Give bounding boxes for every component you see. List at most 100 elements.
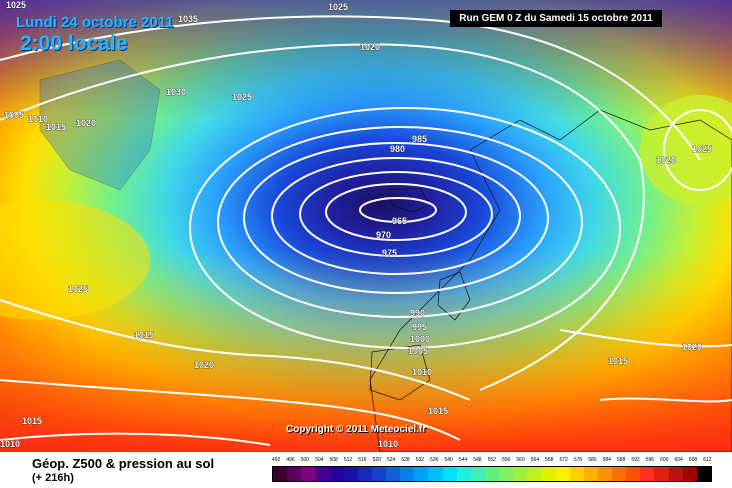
isobar-label: 1020 (656, 155, 676, 165)
scale-value-label: 532 (415, 457, 425, 463)
forecast-time: 2:00 locale (20, 32, 128, 55)
isobar-label: 1015 (46, 122, 66, 132)
scale-color-swatch (400, 467, 415, 481)
scale-value-label: 516 (358, 457, 367, 463)
scale-value-label: 504 (315, 457, 324, 463)
scale-color-swatch (484, 467, 499, 481)
isobar-label: 1015 (428, 406, 448, 416)
map-canvas: 1025 1035 1025 1020 1030 1025 1005 1010 … (0, 0, 732, 452)
isobar-label: 1020 (76, 118, 96, 128)
isobar-label: 1000 (410, 334, 430, 344)
iberia-outline (369, 344, 431, 401)
isobar-label: 1010 (0, 439, 20, 449)
isobar-label: 975 (382, 248, 397, 258)
scale-value-label: 576 (573, 457, 583, 463)
scale-color-swatch (569, 467, 584, 481)
isobar-label: 1015 (608, 356, 628, 366)
copyright-text: Copyright © 2011 Meteociel.fr (286, 424, 427, 435)
model-run-info: Run GEM 0 Z du Samedi 15 octobre 2011 (450, 10, 662, 27)
scale-value-label: 568 (545, 457, 554, 463)
scale-color-swatch (555, 467, 570, 481)
scale-value-label: 548 (473, 457, 482, 463)
weather-map: 1025 1035 1025 1020 1030 1025 1005 1010 … (0, 0, 732, 452)
isobar-label: 970 (376, 230, 391, 240)
scale-color-swatch (456, 467, 471, 481)
scale-color-swatch (668, 467, 683, 481)
scale-value-label: 512 (343, 457, 353, 463)
isobar-label: 1015 (22, 416, 42, 426)
scale-color-swatch (612, 467, 627, 481)
scale-color-swatch (541, 467, 556, 481)
isobar-label: 1005 (408, 346, 428, 356)
east-ridge-field (640, 95, 732, 205)
scale-color-swatch (640, 467, 655, 481)
scale-value-label: 524 (387, 457, 396, 463)
low-center-label: 965 (392, 216, 407, 226)
isobar-label: 1010 (412, 367, 432, 377)
legend-title: Géop. Z500 & pression au sol (32, 456, 215, 471)
scale-color-swatch (273, 467, 288, 481)
scale-color-swatch (287, 467, 302, 481)
west-ridge-field (0, 200, 150, 320)
isobar-label: 1025 (692, 144, 712, 154)
isobar-label: 1025 (68, 284, 88, 294)
scale-color-swatch (597, 467, 612, 481)
scale-value-label: 496 (286, 457, 295, 463)
scale-value-label: 520 (372, 457, 381, 463)
scale-color-swatch (626, 467, 641, 481)
isobars (0, 15, 732, 446)
scale-color-swatch (329, 467, 344, 481)
isobar-label: 1025 (6, 0, 26, 10)
scale-color-swatch (696, 467, 711, 481)
scale-value-label: 592 (631, 457, 640, 463)
isobar-label: 1030 (166, 87, 186, 97)
scale-value-label: 564 (530, 457, 540, 463)
scale-value-label: 500 (300, 457, 310, 463)
isobar-label: 985 (412, 134, 427, 144)
isobar-label: 1025 (328, 2, 348, 12)
scale-value-label: 556 (502, 457, 511, 463)
scale-value-label: 544 (458, 457, 468, 463)
isobar-label: 1015 (134, 330, 154, 340)
scale-value-label: 604 (674, 457, 683, 463)
isobar-label: 1035 (178, 14, 198, 24)
scale-color-swatch (428, 467, 443, 481)
scale-value-label: 596 (645, 457, 655, 463)
scale-color-swatch (371, 467, 386, 481)
scale-color-swatch (470, 467, 485, 481)
isobar-label: 1020 (194, 360, 214, 370)
scale-value-label: 580 (588, 457, 597, 463)
scale-color-swatch (357, 467, 372, 481)
scale-color-swatch (654, 467, 669, 481)
isobar-labels: 1025 1035 1025 1020 1030 1025 1005 1010 … (0, 0, 712, 449)
scale-color-swatch (315, 467, 330, 481)
scale-value-label: 508 (329, 457, 338, 463)
forecast-hour: (+ 216h) (32, 472, 74, 484)
color-scale-bar (272, 466, 712, 482)
scale-value-label: 552 (487, 457, 496, 463)
isobar-label: 1020 (360, 42, 380, 52)
scale-color-swatch (414, 467, 429, 481)
scale-value-label: 560 (516, 457, 525, 463)
scale-color-swatch (583, 467, 598, 481)
scale-value-label: 528 (401, 457, 410, 463)
forecast-date: Lundi 24 octobre 2011 (16, 14, 174, 31)
scale-value-label: 588 (617, 457, 626, 463)
isobar-label: 1025 (232, 92, 252, 102)
scale-value-label: 536 (430, 457, 439, 463)
scale-color-swatch (513, 467, 528, 481)
scale-value-label: 608 (688, 457, 698, 463)
scale-value-label: 600 (660, 457, 669, 463)
iceland-outline (389, 187, 431, 213)
scale-value-label: 492 (272, 457, 281, 463)
color-scale-labels: 492 496 500 504 508 512 516 520 524 528 532 536 540 5… (272, 457, 712, 463)
isobar-label: 1005 (4, 110, 24, 120)
isobar-label: 990 (410, 308, 425, 318)
scale-color-swatch (343, 467, 358, 481)
greenland-outline (39, 59, 161, 191)
isobar-label: 1020 (682, 342, 702, 352)
scale-value-label: 540 (444, 457, 453, 463)
scale-color-swatch (682, 467, 697, 481)
isobar-label: 995 (412, 322, 427, 332)
scale-color-swatch (527, 467, 542, 481)
